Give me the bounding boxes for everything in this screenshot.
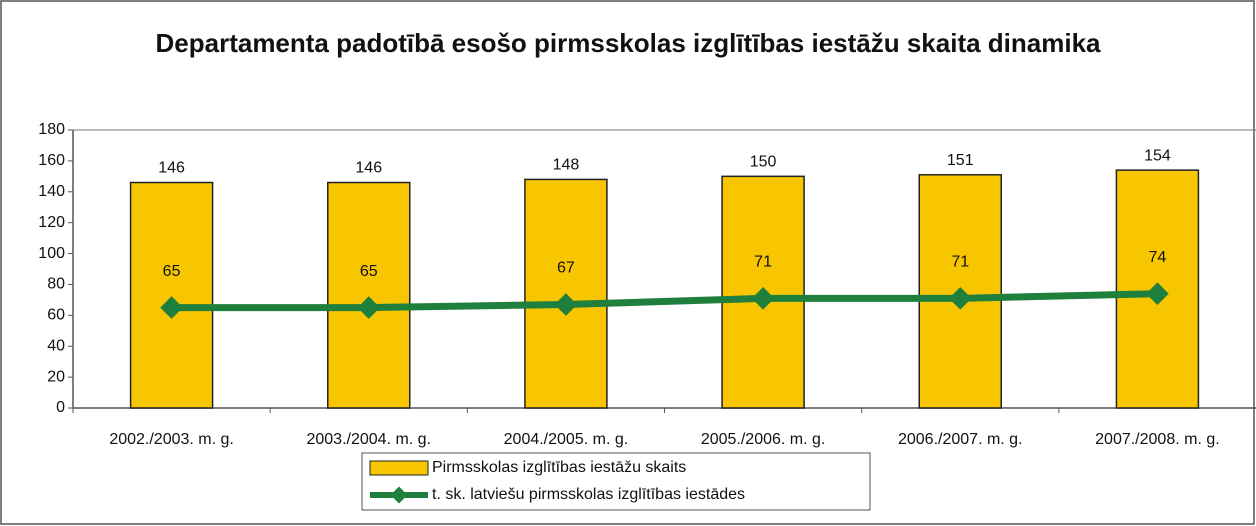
data-label: 71 — [951, 254, 969, 271]
x-tick-label: 2003./2004. m. g. — [306, 431, 431, 448]
bar — [129, 181, 214, 409]
y-tick-label: 100 — [38, 245, 65, 262]
data-label: 148 — [553, 157, 580, 174]
y-tick-label: 140 — [38, 183, 65, 200]
x-tick-label: 2005./2006. m. g. — [701, 431, 826, 448]
x-tick-label: 2006./2007. m. g. — [898, 431, 1023, 448]
legend-label: Pirmsskolas izglītības iestāžu skaits — [432, 459, 686, 476]
y-tick-label: 180 — [38, 121, 65, 138]
y-tick-label: 60 — [47, 307, 65, 324]
y-tick-label: 120 — [38, 214, 65, 231]
marker — [948, 287, 972, 310]
y-tick-label: 160 — [38, 152, 65, 169]
data-label: 67 — [557, 260, 575, 277]
x-tick-label: 2007./2008. m. g. — [1095, 431, 1220, 448]
data-label: 74 — [1149, 249, 1167, 266]
data-label: 65 — [163, 263, 181, 280]
data-label: 150 — [750, 154, 777, 171]
legend-label: t. sk. latviešu pirmsskolas izglītības i… — [432, 486, 745, 503]
y-tick-label: 0 — [56, 399, 65, 416]
data-label: 146 — [355, 160, 382, 177]
legend-box — [361, 452, 871, 511]
data-label: 146 — [158, 160, 185, 177]
legend-swatch — [369, 460, 429, 476]
bar — [327, 181, 411, 409]
x-tick-label: 2002./2003. m. g. — [109, 431, 234, 448]
marker — [751, 287, 775, 310]
legend-marker — [390, 486, 408, 504]
data-label: 65 — [360, 263, 378, 280]
marker — [554, 293, 578, 316]
marker — [1146, 282, 1169, 306]
y-tick-label: 40 — [47, 337, 65, 354]
data-label: 71 — [754, 254, 772, 271]
y-tick-label: 20 — [47, 368, 65, 385]
data-label: 154 — [1144, 147, 1171, 164]
marker — [357, 296, 381, 319]
line — [171, 290, 1158, 312]
x-tick-label: 2004./2005. m. g. — [504, 431, 629, 448]
data-label: 151 — [947, 152, 974, 169]
chart-title: Departamenta padotībā esošo pirmsskolas … — [155, 28, 1101, 58]
y-tick-label: 80 — [47, 276, 65, 293]
